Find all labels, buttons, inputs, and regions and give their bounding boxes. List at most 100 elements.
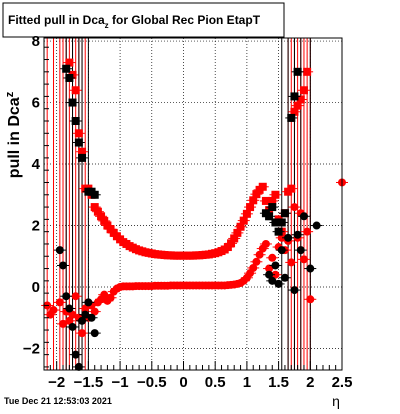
data-point (49, 306, 58, 315)
data-point (90, 190, 99, 199)
data-point (68, 322, 77, 331)
x-tick-label: 0 (179, 374, 187, 391)
data-point (68, 310, 77, 319)
data-point (293, 101, 302, 110)
data-point (306, 264, 315, 273)
data-point (242, 209, 251, 218)
data-point (287, 184, 296, 193)
data-point (252, 190, 261, 199)
x-tick-label: 2 (306, 374, 314, 391)
x-tick-label: 0.5 (205, 374, 226, 391)
data-point (68, 98, 77, 107)
data-point (62, 292, 71, 301)
data-point (74, 138, 83, 147)
data-point (280, 273, 289, 282)
data-point (271, 218, 280, 227)
data-point (277, 233, 286, 242)
data-point (74, 362, 83, 371)
title-box (2, 2, 285, 38)
data-point (268, 203, 277, 212)
data-point (255, 250, 264, 259)
data-point (274, 279, 283, 288)
data-point (299, 86, 308, 95)
x-axis-label: η (332, 393, 340, 409)
plot-frame (43, 37, 343, 371)
data-point (84, 298, 93, 307)
data-point (271, 190, 280, 199)
axes: −2 −1.5 −1 −0.5 0 0.5 1 1.5 2 2.5 −2 0 2 4 6 8 (23, 33, 353, 391)
x-tick-label: 2.5 (332, 374, 353, 391)
data-point (59, 319, 68, 328)
chart-title: Fitted pull in Dcaz for Global Rec Pion … (8, 13, 261, 30)
data-point (249, 263, 258, 272)
data-point (312, 221, 321, 230)
data-point (290, 286, 299, 295)
y-axis-label-main: pull in Dca (6, 97, 23, 178)
data-point (78, 153, 87, 162)
y-tick-label: −2 (23, 340, 40, 357)
data-point (284, 233, 293, 242)
data-point (230, 234, 239, 243)
data-point (268, 196, 277, 205)
data-markers (41, 58, 348, 371)
x-tick-label: −0.5 (137, 374, 167, 391)
data-point (268, 276, 277, 285)
data-point (290, 107, 299, 116)
y-tick-label: 6 (32, 95, 40, 112)
data-point (90, 203, 99, 212)
data-point (277, 246, 286, 255)
data-point (65, 73, 74, 82)
data-point (293, 67, 302, 76)
data-point (265, 270, 274, 279)
data-point (106, 293, 115, 302)
x-tick-label: 1 (243, 374, 251, 391)
data-point (261, 239, 270, 248)
x-tick-label: −1.5 (74, 374, 104, 391)
data-point (252, 257, 261, 266)
data-point (274, 227, 283, 236)
data-point (271, 261, 280, 270)
data-point (303, 227, 312, 236)
data-point (265, 264, 274, 273)
data-point (55, 246, 64, 255)
data-point (62, 64, 71, 73)
data-point (287, 258, 296, 267)
data-point (100, 216, 109, 225)
data-point (90, 329, 99, 338)
data-point (93, 207, 102, 216)
y-tick-label: 8 (32, 33, 40, 50)
data-point (303, 67, 312, 76)
y-tick-label: 2 (32, 218, 40, 235)
data-point (296, 95, 305, 104)
data-point (233, 228, 242, 237)
data-point (100, 290, 109, 299)
y-tick-label: 4 (32, 156, 41, 173)
data-point (78, 316, 87, 325)
data-point (74, 129, 83, 138)
data-point (227, 239, 236, 248)
data-point (71, 350, 80, 359)
y-tick-label: 0 (32, 279, 40, 296)
data-point (246, 203, 255, 212)
data-point (290, 92, 299, 101)
data-point (265, 212, 274, 221)
data-point (290, 203, 299, 212)
x-tick-label: −1 (112, 374, 129, 391)
data-point (78, 329, 87, 338)
data-point (59, 261, 68, 270)
data-point (277, 218, 286, 227)
data-point (65, 316, 74, 325)
data-point (71, 86, 80, 95)
data-point (78, 147, 87, 156)
data-point (299, 212, 308, 221)
chart-title-main: Fitted pull in Dca (8, 13, 105, 27)
data-point (236, 222, 245, 231)
data-point (90, 307, 99, 316)
data-point (81, 304, 90, 313)
data-point (65, 304, 74, 313)
data-point (71, 117, 80, 125)
data-point (239, 216, 248, 225)
data-point (81, 310, 90, 319)
data-point (287, 113, 296, 122)
